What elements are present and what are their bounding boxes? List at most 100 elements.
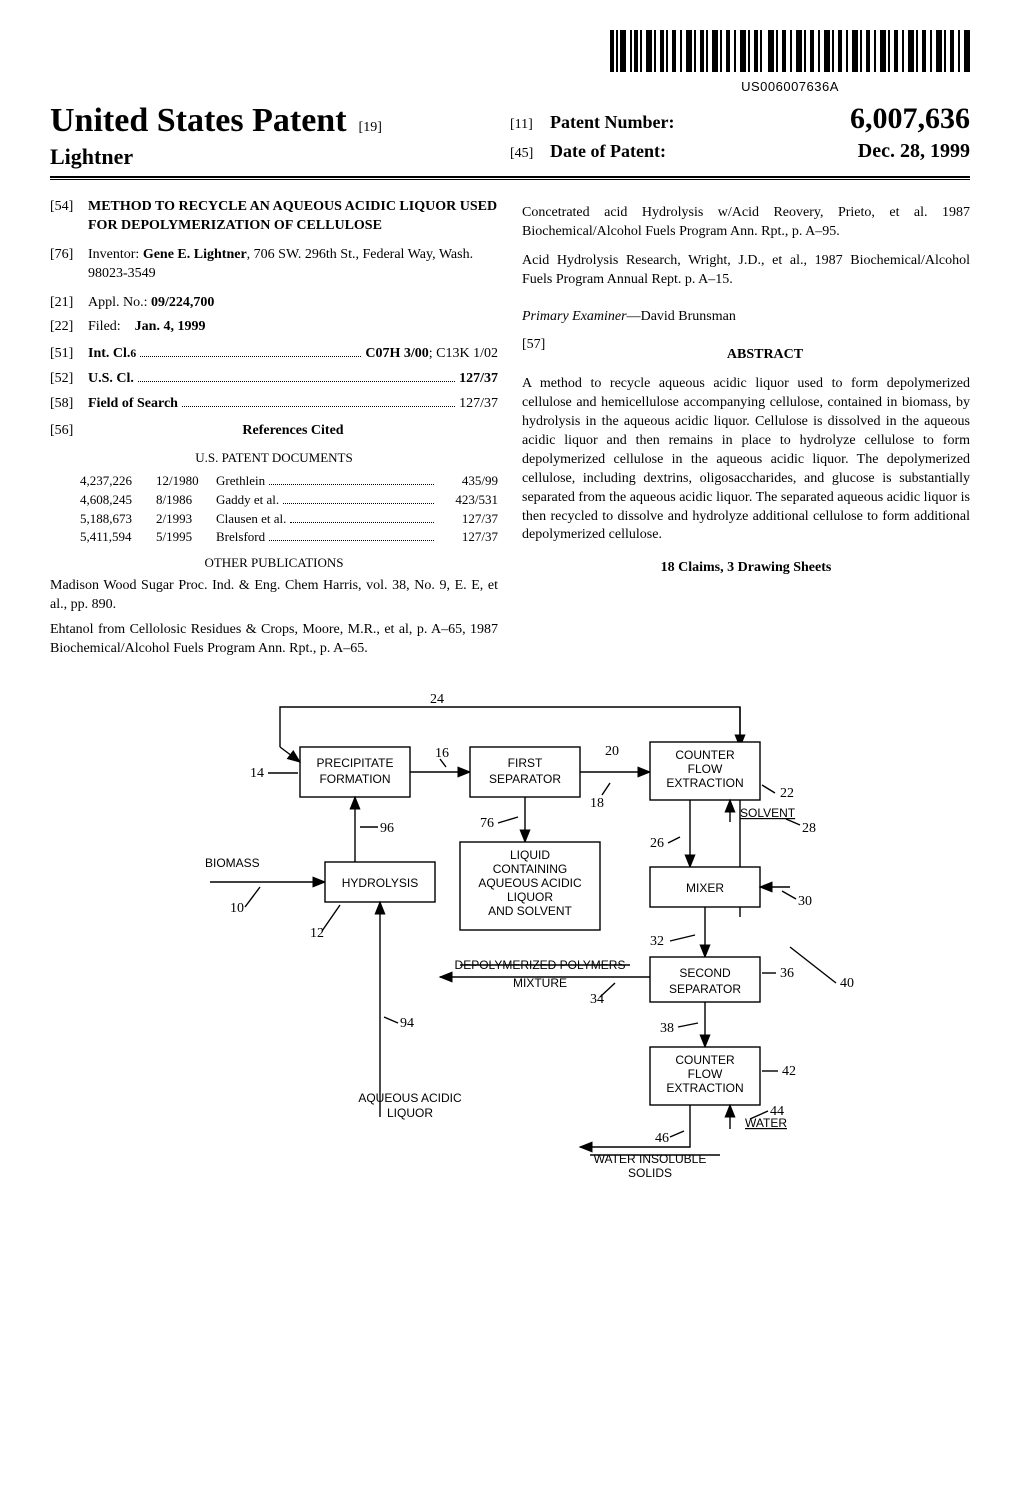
node-cfe1-l1: COUNTER (675, 748, 735, 762)
node-mixer: MIXER (686, 881, 724, 895)
dotted-leader (283, 503, 434, 504)
node-cfe2-l3: EXTRACTION (666, 1081, 743, 1095)
f58-code: [58] (50, 395, 88, 414)
f22-label: Filed: (88, 319, 121, 334)
otherpub-3: Concetrated acid Hydrolysis w/Acid Reove… (522, 204, 970, 242)
dotted-leader (290, 522, 434, 523)
ref-class: 435/99 (438, 472, 498, 490)
f51-val2: ; C13K 1/02 (429, 345, 498, 364)
ref-num: 4,608,245 (80, 491, 156, 509)
header-rule (50, 179, 970, 180)
num-14: 14 (250, 766, 264, 781)
f51-code: [51] (50, 345, 88, 364)
dotted-leader (138, 381, 455, 382)
ref-num: 4,237,226 (80, 472, 156, 490)
ref-name: Brelsford (216, 528, 265, 546)
inventor-surname: Lightner (50, 144, 510, 170)
node-liquid-l3: AQUEOUS ACIDIC (478, 876, 582, 890)
num-20: 20 (605, 744, 619, 759)
ref-date: 5/1995 (156, 528, 216, 546)
uspd-head: U.S. PATENT DOCUMENTS (50, 449, 498, 467)
ref-date: 8/1986 (156, 491, 216, 509)
num-96: 96 (380, 821, 394, 836)
num-94: 94 (400, 1016, 414, 1031)
num-42: 42 (782, 1064, 796, 1079)
dotted-leader (269, 484, 434, 485)
ref-row: 4,608,2458/1986Gaddy et al. 423/531 (80, 491, 498, 509)
dp-value: Dec. 28, 1999 (720, 140, 970, 163)
ref-row: 5,188,6732/1993Clausen et al.127/37 (80, 510, 498, 528)
node-cfe2-l1: COUNTER (675, 1053, 735, 1067)
f54-title: METHOD TO RECYCLE AN AQUEOUS ACIDIC LIQU… (88, 198, 498, 236)
num-36: 36 (780, 966, 794, 981)
num-34: 34 (590, 992, 604, 1007)
flow-diagram: 24 PRECIPITATE FORMATION 14 16 FIRST SEP… (50, 687, 970, 1207)
refs-list: 4,237,22612/1980Grethlein435/994,608,245… (50, 472, 498, 545)
node-liquid-l2: CONTAINING (493, 862, 567, 876)
usp-code: [19] (359, 120, 382, 135)
num-28: 28 (802, 821, 816, 836)
f56-label: References Cited (88, 422, 498, 441)
node-liquid-l4: LIQUOR (507, 890, 553, 904)
f52-label: U.S. Cl. (88, 370, 134, 389)
node-liquid-l1: LIQUID (510, 848, 550, 862)
dotted-leader (140, 356, 361, 357)
node-cfe2-l2: FLOW (688, 1067, 723, 1081)
num-40: 40 (840, 976, 854, 991)
left-column: [54] METHOD TO RECYCLE AN AQUEOUS ACIDIC… (50, 198, 498, 659)
dp-code: [45] (510, 146, 550, 162)
node-secondsep-l2: SEPARATOR (669, 982, 741, 996)
ref-name: Gaddy et al. (216, 491, 279, 509)
num-18: 18 (590, 796, 604, 811)
usp-title: United States Patent (50, 102, 347, 139)
node-hydrolysis: HYDROLYSIS (342, 876, 418, 890)
num-10: 10 (230, 901, 244, 916)
node-secondsep-l1: SECOND (679, 966, 731, 980)
f58-label: Field of Search (88, 395, 178, 414)
num-30: 30 (798, 894, 812, 909)
node-precipitate-l1: PRECIPITATE (317, 756, 394, 770)
node-precipitate-l2: FORMATION (319, 772, 390, 786)
examiner-value: —David Brunsman (627, 309, 736, 324)
f54-code: [54] (50, 198, 88, 236)
otherpub-head: OTHER PUBLICATIONS (50, 554, 498, 572)
num-76: 76 (480, 816, 494, 831)
abstract-body: A method to recycle aqueous acidic liquo… (522, 375, 970, 545)
f57-code: [57] (522, 336, 560, 375)
otherpub-2: Ehtanol from Cellolosic Residues & Crops… (50, 621, 498, 659)
abstract-head: ABSTRACT (560, 346, 970, 365)
dotted-leader (182, 406, 455, 407)
ref-class: 423/531 (438, 491, 498, 509)
f76-code: [76] (50, 246, 88, 284)
num-26: 26 (650, 836, 664, 851)
barcode-graphic (610, 30, 970, 72)
f21-value: 09/224,700 (151, 295, 214, 310)
node-liquid-l5: AND SOLVENT (488, 904, 572, 918)
pn-value: 6,007,636 (720, 102, 970, 136)
right-column: Concetrated acid Hydrolysis w/Acid Reove… (522, 198, 970, 659)
f21-code: [21] (50, 294, 88, 313)
patent-header: United States Patent [19] Lightner [11] … (50, 102, 970, 178)
examiner-label: Primary Examiner (522, 309, 627, 324)
barcode-block: US006007636A (610, 30, 970, 94)
ref-name: Grethlein (216, 472, 265, 490)
barcode-number: US006007636A (610, 79, 970, 94)
ref-row: 4,237,22612/1980Grethlein435/99 (80, 472, 498, 490)
num-46: 46 (655, 1131, 669, 1146)
f51-sup: 6 (130, 346, 136, 362)
ref-name: Clausen et al. (216, 510, 286, 528)
pn-label: Patent Number: (550, 112, 720, 133)
barcode-row: US006007636A (50, 30, 970, 94)
ref-class: 127/37 (438, 528, 498, 546)
num-22: 22 (780, 786, 794, 801)
num-24: 24 (430, 692, 444, 707)
node-firstsep-l2: SEPARATOR (489, 772, 561, 786)
ref-row: 5,411,5945/1995Brelsford 127/37 (80, 528, 498, 546)
f58-value: 127/37 (459, 395, 498, 414)
f51-val1: C07H 3/00 (365, 345, 428, 364)
dp-label: Date of Patent: (550, 141, 720, 162)
num-38: 38 (660, 1021, 674, 1036)
ref-num: 5,411,594 (80, 528, 156, 546)
num-12: 12 (310, 926, 324, 941)
otherpub-1: Madison Wood Sugar Proc. Ind. & Eng. Che… (50, 577, 498, 615)
